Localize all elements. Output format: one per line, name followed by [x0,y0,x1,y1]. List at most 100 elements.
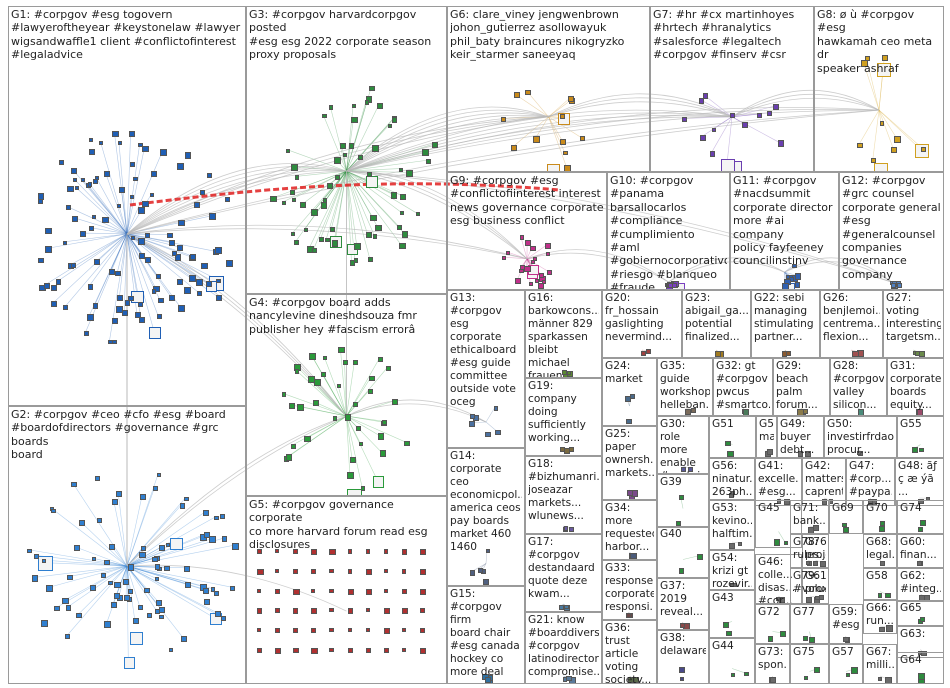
graph-node [158,298,164,304]
graph-node [419,608,425,614]
graph-node [383,568,389,574]
graph-node [62,240,68,246]
graph-node [40,620,48,628]
graph-node [364,100,370,105]
cluster-nodes [756,459,801,505]
graph-node [257,627,262,633]
cluster-nodes [864,569,896,599]
graph-node [767,449,773,455]
cluster-g41: G41: excelle... #esg... [755,458,802,506]
graph-node [311,647,318,655]
graph-node [92,303,99,309]
graph-node [215,610,222,617]
graph-node [779,597,786,603]
graph-node [880,520,886,526]
graph-node [856,450,861,455]
cluster-g69: G69 [829,500,863,534]
graph-node [432,141,439,148]
graph-node [329,568,334,574]
cluster-g68: G68: legal... [863,534,897,568]
graph-node [794,273,802,280]
cluster-g75: G75 [790,644,829,684]
graph-node [132,618,139,625]
graph-node [112,340,117,345]
cluster-nodes [448,7,649,171]
cluster-g5: G5: #corpgov governance corporate co mor… [246,496,447,684]
graph-node [311,588,316,593]
cluster-nodes [756,501,801,547]
cluster-g39: G39 [657,474,709,528]
graph-node [257,549,262,554]
cluster-nodes [752,291,819,357]
cluster-nodes [710,501,754,549]
graph-node [86,313,94,321]
graph-node [323,355,328,361]
cluster-nodes [896,459,943,505]
cluster-nodes [658,417,708,473]
graph-node [493,406,498,411]
graph-node [640,351,647,357]
graph-node [877,62,892,77]
graph-node [51,301,57,307]
graph-node [138,302,144,308]
cluster-nodes [803,459,845,505]
graph-node [383,608,390,615]
cluster-nodes [830,605,862,643]
graph-node [533,136,540,143]
graph-node [145,232,151,238]
graph-node [150,193,155,198]
graph-node [534,278,539,283]
graph-node [293,627,298,633]
graph-node [744,671,749,677]
graph-node [792,263,797,269]
cluster-g3: G3: #corpgov harvardcorpgov posted #esg … [246,6,447,294]
graph-node [625,612,631,618]
graph-node [376,102,383,109]
graph-node [401,549,408,555]
graph-node [156,599,163,606]
graph-node [803,635,808,641]
graph-node [401,230,409,238]
graph-node [65,634,71,640]
cluster-nodes [603,359,656,425]
graph-node [391,117,398,123]
graph-node [699,134,706,141]
cluster-nodes [658,527,708,577]
graph-node [329,588,335,594]
cluster-nodes [757,417,776,457]
graph-node [95,476,100,481]
graph-node [154,609,161,615]
graph-node [737,541,742,546]
graph-node [67,185,74,193]
graph-node [921,651,927,657]
graph-node [177,163,184,171]
graph-node [879,561,885,567]
graph-node [365,176,378,189]
graph-node [520,265,525,270]
cluster-g44: G44 [709,638,755,684]
graph-node [351,116,358,124]
graph-node [294,369,300,374]
graph-node [891,283,897,288]
graph-node [74,186,79,191]
graph-node [45,227,52,234]
graph-node [144,588,150,594]
graph-node [821,499,828,505]
graph-node [38,257,44,264]
graph-node [275,549,280,554]
cluster-g7: G7: #hr #cx martinhoyes #hrtech #hranaly… [650,6,814,172]
graph-node [401,627,407,633]
graph-node [365,627,370,633]
graph-node [117,141,122,146]
graph-node [401,647,407,653]
cluster-g37: G37: 2019 reveal... [657,578,709,630]
graph-node [400,193,407,200]
graph-node [879,121,885,126]
graph-node [537,283,545,289]
graph-node [275,568,280,573]
graph-node [80,177,86,183]
cluster-nodes [898,535,943,567]
graph-node [680,677,685,682]
graph-node [369,85,375,92]
graph-node [104,559,110,565]
